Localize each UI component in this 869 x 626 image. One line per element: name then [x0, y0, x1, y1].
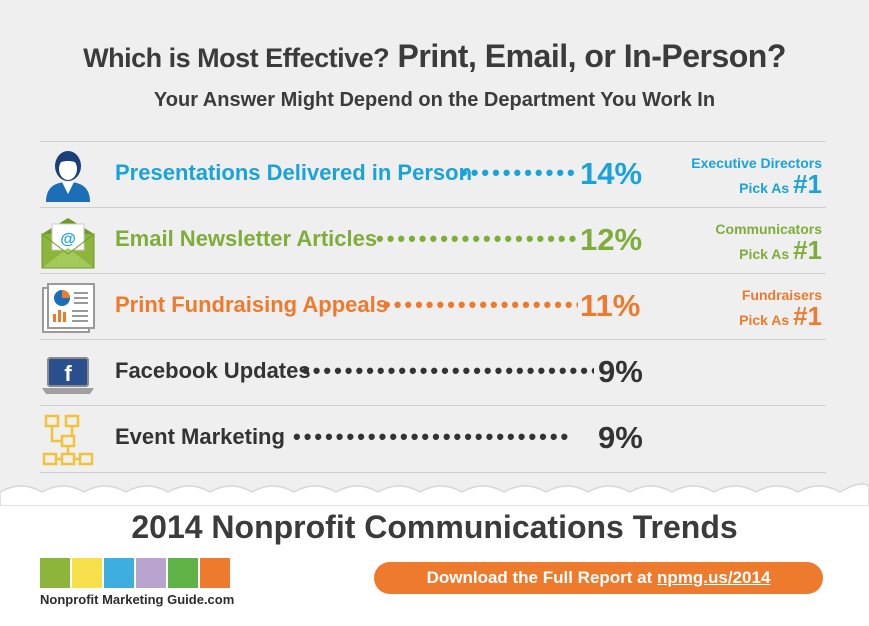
- list-item-event: Event Marketing ••••••••••••••••••••••••…: [40, 405, 826, 473]
- pick-as-label: Pick As: [739, 246, 790, 262]
- list-item-presentations: Presentations Delivered in Person ••••••…: [40, 141, 826, 208]
- printed-report-icon: [42, 283, 95, 333]
- pick-number: #1: [793, 169, 822, 199]
- row-percent: 9%: [598, 354, 643, 389]
- dot-leader: ••••••••••••••••••••••••••••••••••••••••: [293, 424, 570, 449]
- page-title: Which is Most Effective? Print, Email, o…: [0, 38, 869, 75]
- row-label: Event Marketing: [115, 424, 285, 449]
- pick-group: Executive Directors: [691, 155, 822, 171]
- pick-group: Communicators: [715, 221, 822, 237]
- pick-group: Fundraisers: [741, 287, 822, 303]
- row-percent: 12%: [580, 222, 643, 257]
- row-percent: 14%: [580, 156, 643, 191]
- logo-square-blue: [104, 558, 134, 588]
- list-item-print: Print Fundraising Appeals ••••••••••••••…: [40, 273, 826, 340]
- logo-square-green2: [168, 558, 198, 588]
- footer-title: 2014 Nonprofit Communications Trends: [131, 509, 738, 545]
- dot-leader: ••••••••••••••••••••••••••••••: [383, 292, 578, 317]
- pick-as-label: Pick As: [739, 180, 790, 196]
- dot-leader: ••••••••••••••••••••••••••••••: [376, 226, 578, 251]
- row-percent: 11%: [580, 288, 641, 323]
- person-icon: [46, 151, 90, 202]
- row-label: Print Fundraising Appeals: [115, 292, 388, 317]
- row-label: Facebook Updates: [115, 358, 311, 383]
- list-item-email: @ Email Newsletter Articles ••••••••••••…: [40, 207, 826, 274]
- page-subtitle: Your Answer Might Depend on the Departme…: [153, 89, 716, 111]
- pick-as-label: Pick As: [739, 312, 790, 328]
- email-envelope-icon: @: [41, 218, 95, 269]
- flowchart-icon: [42, 414, 94, 466]
- dot-leader: ••••••••••••••••••••: [460, 160, 578, 185]
- row-label: Presentations Delivered in Person: [115, 160, 473, 185]
- top-panel: [0, 0, 869, 500]
- facebook-laptop-icon: f: [42, 357, 94, 394]
- scalloped-divider: [0, 476, 869, 506]
- title-question: Which is Most Effective?: [83, 43, 390, 73]
- pick-badge: Fundraisers Pick As #1: [739, 287, 822, 331]
- dot-leader: ••••••••••••••••••••••••••••••••••••••••: [302, 358, 594, 383]
- pick-number: #1: [793, 301, 822, 331]
- row-label: Email Newsletter Articles: [115, 226, 378, 251]
- list-item-facebook: f Facebook Updates •••••••••••••••••••••…: [40, 339, 826, 406]
- pick-number: #1: [793, 235, 822, 265]
- download-link[interactable]: npmg.us/2014: [657, 568, 771, 587]
- row-percent: 9%: [598, 420, 643, 455]
- logo-square-green: [40, 558, 70, 588]
- title-options: Print, Email, or In-Person?: [397, 38, 787, 74]
- logo-square-orange: [200, 558, 230, 588]
- logo-square-purple: [136, 558, 166, 588]
- download-report-button[interactable]: Download the Full Report at npmg.us/2014: [374, 562, 823, 594]
- svg-text:@: @: [60, 231, 76, 248]
- download-text: Download the Full Report at: [426, 568, 653, 587]
- logo-text: Nonprofit Marketing Guide.com: [40, 592, 235, 607]
- pick-badge: Executive Directors Pick As #1: [691, 155, 822, 199]
- pick-badge: Communicators Pick As #1: [715, 221, 822, 265]
- logo-square-yellow: [72, 558, 102, 588]
- svg-text:f: f: [64, 361, 72, 386]
